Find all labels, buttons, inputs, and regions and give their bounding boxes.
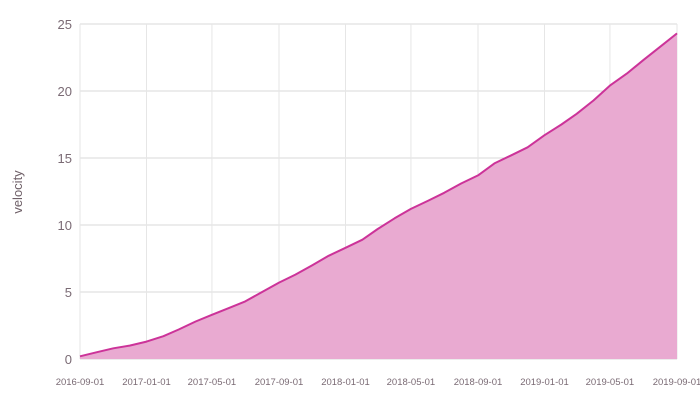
y-tick-label: 20 [58, 84, 72, 99]
y-axis-label: velocity [10, 170, 25, 214]
x-tick-label: 2019-05-01 [586, 377, 635, 388]
y-axis-ticks: 0 5 10 15 20 25 [58, 17, 72, 367]
area-fill [80, 33, 677, 360]
y-tick-label: 0 [65, 352, 72, 367]
data-points [79, 33, 678, 357]
x-tick-label: 2019-01-01 [520, 377, 569, 388]
x-tick-label: 2019-09-01 [653, 377, 700, 388]
x-tick-label: 2018-05-01 [387, 377, 436, 388]
y-tick-label: 5 [65, 285, 72, 300]
x-tick-label: 2017-09-01 [255, 377, 304, 388]
y-tick-label: 10 [58, 218, 72, 233]
x-tick-label: 2017-05-01 [188, 377, 237, 388]
x-tick-label: 2018-01-01 [321, 377, 370, 388]
x-tick-label: 2016-09-01 [56, 377, 105, 388]
x-tick-label: 2018-09-01 [454, 377, 503, 388]
x-axis-ticks: 2016-09-01 2017-01-01 2017-05-01 2017-09-01… [56, 377, 700, 388]
y-tick-label: 25 [58, 17, 72, 32]
y-tick-label: 15 [58, 151, 72, 166]
x-tick-label: 2017-01-01 [122, 377, 171, 388]
